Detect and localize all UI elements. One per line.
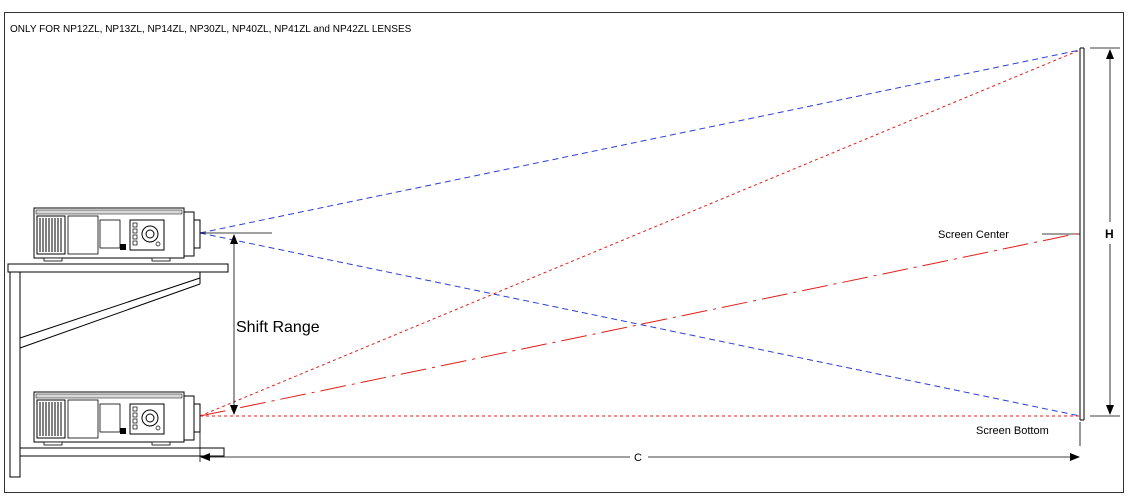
height-dimension bbox=[1090, 47, 1120, 417]
projector-icon bbox=[33, 207, 201, 262]
shift-range-dimension bbox=[230, 234, 238, 415]
table bbox=[7, 263, 229, 478]
shift-range-label: Shift Range bbox=[236, 319, 320, 336]
screen-center-label: Screen Center bbox=[938, 229, 1009, 241]
header-note: ONLY FOR NP12ZL, NP13ZL, NP14ZL, NP30ZL,… bbox=[10, 24, 412, 35]
screen-bottom-label: Screen Bottom bbox=[976, 425, 1049, 437]
outer-frame bbox=[4, 12, 1124, 493]
height-label: H bbox=[1105, 227, 1114, 241]
distance-label: C bbox=[634, 452, 642, 464]
distance-dimension bbox=[199, 422, 1080, 462]
screen bbox=[1079, 47, 1085, 421]
red-rays bbox=[199, 49, 1081, 417]
projector-icon bbox=[33, 391, 201, 446]
